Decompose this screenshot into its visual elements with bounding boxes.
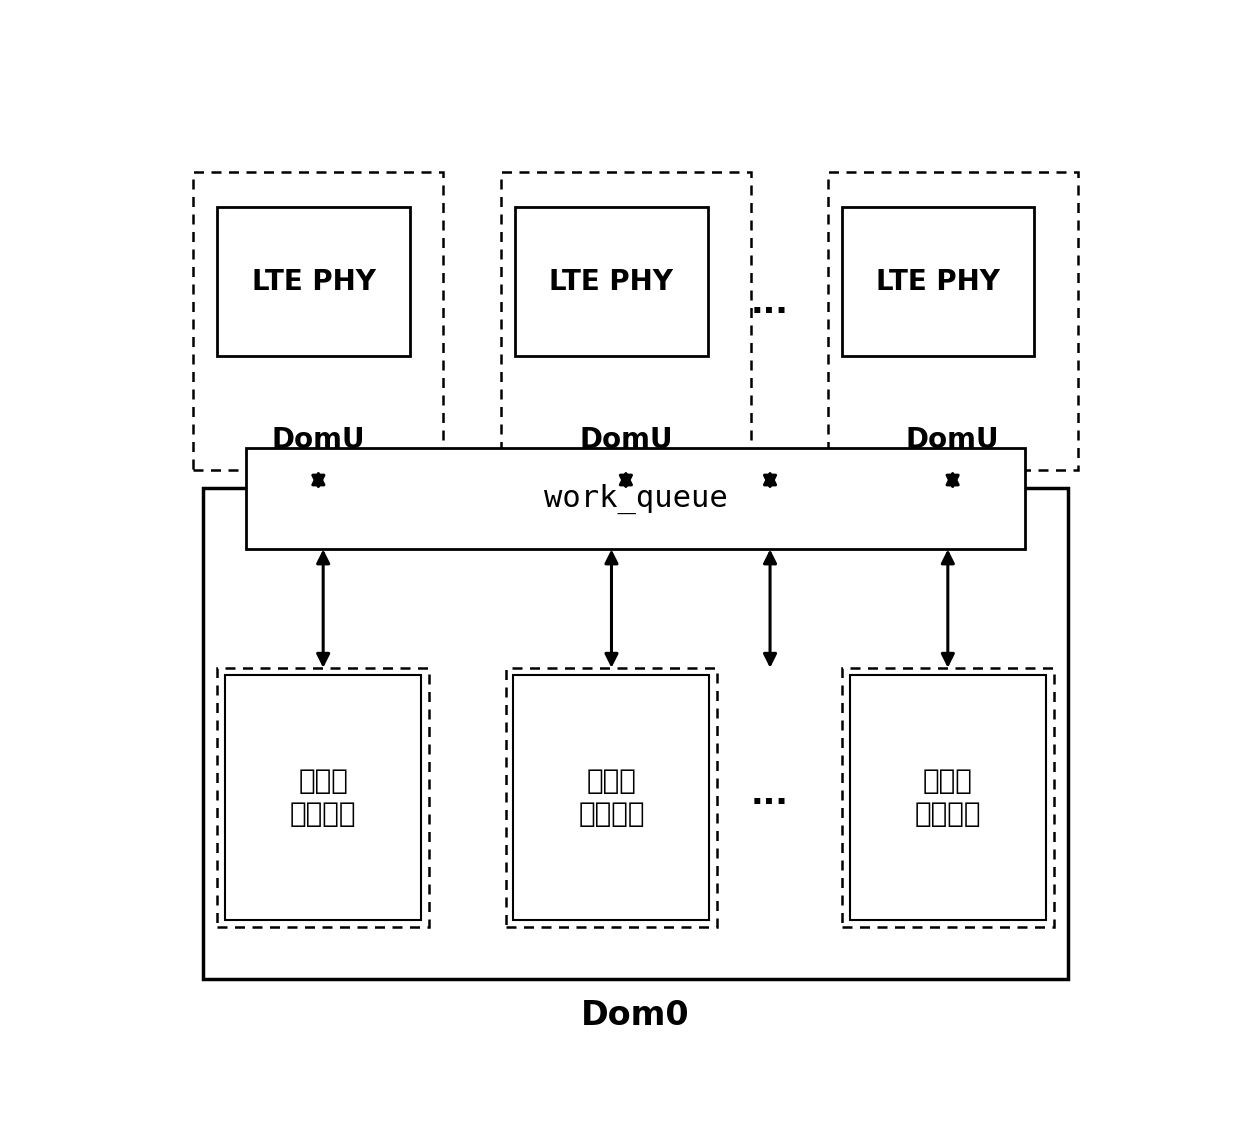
Text: ···: ··· <box>751 296 789 328</box>
FancyBboxPatch shape <box>849 675 1045 920</box>
Text: DomU: DomU <box>906 425 999 454</box>
Text: LTE PHY: LTE PHY <box>549 268 673 295</box>
FancyBboxPatch shape <box>513 675 709 920</box>
FancyBboxPatch shape <box>842 207 1034 356</box>
FancyBboxPatch shape <box>217 668 429 927</box>
Text: 硬件加
速器调度: 硬件加 速器调度 <box>290 767 356 828</box>
Text: 硬件加
速器调度: 硬件加 速器调度 <box>578 767 645 828</box>
Text: DomU: DomU <box>579 425 672 454</box>
FancyBboxPatch shape <box>516 207 708 356</box>
FancyBboxPatch shape <box>828 172 1078 471</box>
FancyBboxPatch shape <box>226 675 422 920</box>
FancyBboxPatch shape <box>193 172 444 471</box>
FancyBboxPatch shape <box>501 172 751 471</box>
FancyBboxPatch shape <box>203 488 1068 979</box>
Text: Dom0: Dom0 <box>582 999 689 1032</box>
FancyBboxPatch shape <box>842 668 1054 927</box>
FancyBboxPatch shape <box>247 448 1024 549</box>
FancyBboxPatch shape <box>506 668 717 927</box>
Text: DomU: DomU <box>272 425 365 454</box>
Text: LTE PHY: LTE PHY <box>252 268 376 295</box>
FancyBboxPatch shape <box>217 207 409 356</box>
Text: ···: ··· <box>751 788 789 821</box>
Text: work_queue: work_queue <box>543 483 728 514</box>
Text: LTE PHY: LTE PHY <box>877 268 1001 295</box>
Text: 硬件加
速器调度: 硬件加 速器调度 <box>915 767 981 828</box>
